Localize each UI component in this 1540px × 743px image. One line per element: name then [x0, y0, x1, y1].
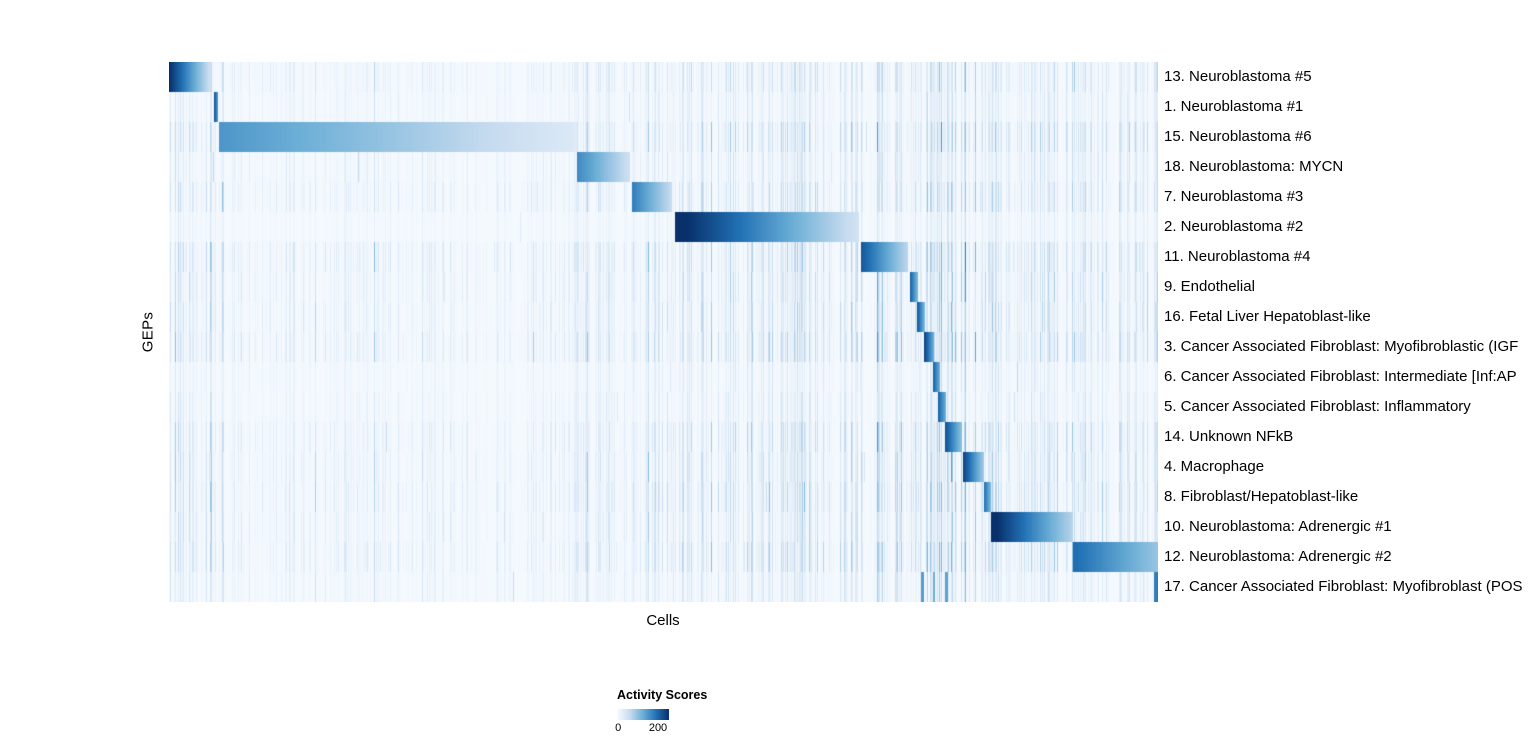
x-axis-label: Cells — [646, 612, 680, 629]
row-label: 8. Fibroblast/Hepatoblast-like — [1164, 488, 1359, 505]
row-label: 18. Neuroblastoma: MYCN — [1164, 158, 1344, 175]
row-label: 3. Cancer Associated Fibroblast: Myofibr… — [1164, 338, 1519, 355]
row-labels: 13. Neuroblastoma #5 1. Neuroblastoma #1… — [1164, 62, 1540, 602]
y-axis-label: GEPs — [139, 311, 157, 353]
legend-tick-max: 200 — [648, 722, 668, 734]
legend: Activity Scores 0 200 — [615, 688, 737, 736]
row-label: 17. Cancer Associated Fibroblast: Myofib… — [1164, 578, 1523, 595]
legend-ticks: 0 200 — [615, 722, 737, 736]
row-label: 16. Fetal Liver Hepatoblast-like — [1164, 308, 1371, 325]
legend-tick-min: 0 — [615, 722, 622, 734]
legend-title: Activity Scores — [617, 688, 708, 702]
row-label: 10. Neuroblastoma: Adrenergic #1 — [1164, 518, 1392, 535]
row-label: 2. Neuroblastoma #2 — [1164, 218, 1304, 235]
row-label: 11. Neuroblastoma #4 — [1164, 248, 1311, 265]
row-label: 4. Macrophage — [1164, 458, 1265, 475]
heatmap-canvas — [169, 62, 1158, 602]
row-label: 5. Cancer Associated Fibroblast: Inflamm… — [1164, 398, 1471, 415]
row-label: 6. Cancer Associated Fibroblast: Interme… — [1164, 368, 1517, 385]
legend-gradient-bar — [617, 709, 669, 720]
row-label: 15. Neuroblastoma #6 — [1164, 128, 1312, 145]
row-label: 13. Neuroblastoma #5 — [1164, 68, 1312, 85]
row-label: 14. Unknown NFkB — [1164, 428, 1294, 445]
row-label: 9. Endothelial — [1164, 278, 1255, 295]
row-label: 12. Neuroblastoma: Adrenergic #2 — [1164, 548, 1392, 565]
row-label: 1. Neuroblastoma #1 — [1164, 98, 1304, 115]
row-label: 7. Neuroblastoma #3 — [1164, 188, 1304, 205]
